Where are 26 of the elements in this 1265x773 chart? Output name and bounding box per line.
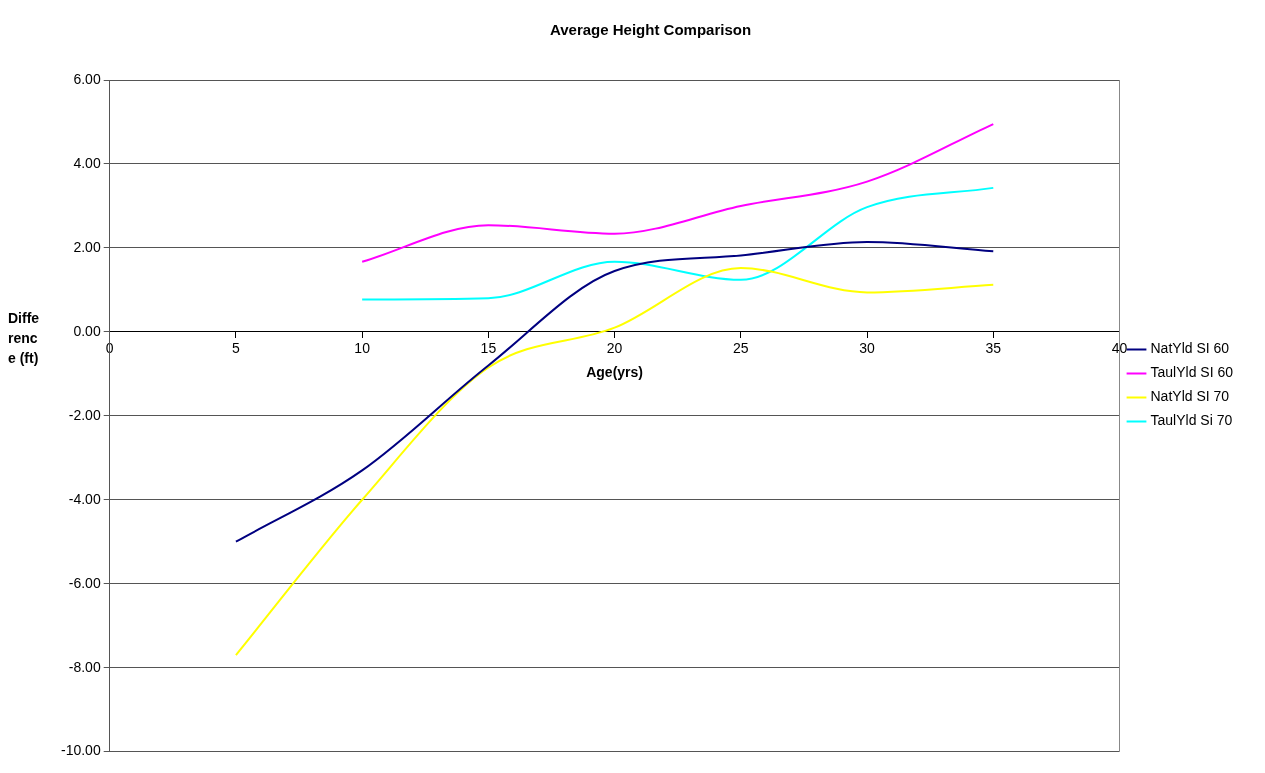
x-tick-label: 5 [232, 340, 241, 357]
legend-label: TaulYld SI 60 [1150, 364, 1234, 381]
y-tick-label: 0.00 [73, 322, 101, 339]
y-tick-label: 4.00 [73, 154, 101, 171]
y-axis-title: Difference (ft) [8, 309, 41, 368]
x-tick-label: 35 [985, 340, 1002, 357]
legend-label: TaulYld Si 70 [1150, 412, 1233, 429]
legend-label: NatYld SI 70 [1150, 388, 1230, 405]
x-tick-label: 25 [733, 340, 749, 357]
y-tick-label: -6.00 [68, 574, 101, 591]
x-axis-title: Age(yrs) [586, 363, 643, 380]
y-tick-label: -2.00 [68, 406, 101, 423]
y-tick-label: -4.00 [68, 490, 101, 507]
x-tick-label: 40 [1111, 340, 1128, 357]
y-tick-label: -10.00 [60, 742, 101, 759]
x-tick-label: 15 [480, 340, 497, 357]
x-tick-label: 20 [606, 340, 623, 357]
x-tick-label: 10 [354, 340, 371, 357]
x-tick-label: 30 [859, 340, 876, 357]
chart-title: Average Height Comparison [549, 21, 752, 39]
y-tick-label: -8.00 [68, 658, 101, 675]
legend-label: NatYld SI 60 [1150, 340, 1230, 357]
line-series [361, 123, 995, 263]
y-tick-label: 6.00 [73, 70, 101, 87]
y-tick-label: 2.00 [73, 238, 101, 255]
line-series [361, 186, 995, 301]
